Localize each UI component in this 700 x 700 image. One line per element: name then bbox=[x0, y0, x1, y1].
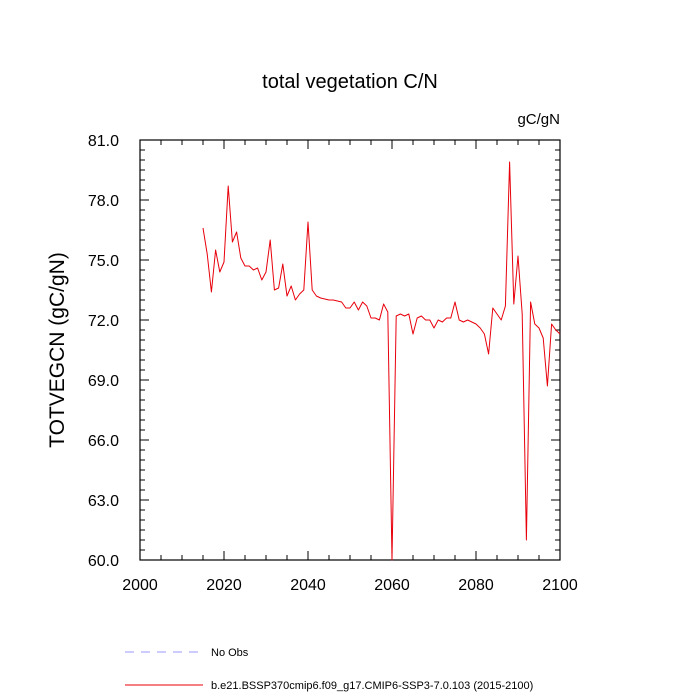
x-tick-label: 2080 bbox=[458, 577, 494, 594]
series-line-0 bbox=[202, 161, 561, 561]
x-tick-label: 2000 bbox=[122, 577, 158, 594]
y-axis-ticks: 60.0 63.0 66.0 69.0 72.0 75.0 78.0 81.0 bbox=[88, 133, 560, 570]
plot-area: 2000 2020 2040 2060 2080 2100 60.0 63.0 66.0 69.… bbox=[88, 133, 578, 594]
y-tick-label: 66.0 bbox=[88, 433, 119, 450]
plot-frame bbox=[139, 139, 561, 561]
y-tick-label: 63.0 bbox=[88, 493, 119, 510]
x-tick-label: 2100 bbox=[542, 577, 578, 594]
legend: No Obs b.e21.BSSP370cmip6.f09_g17.CMIP6-… bbox=[125, 647, 533, 692]
legend-label-no-obs: No Obs bbox=[211, 647, 249, 659]
x-tick-label: 2020 bbox=[206, 577, 242, 594]
y-axis-label: TOTVEGCN (gC/gN) bbox=[46, 252, 69, 448]
x-tick-label: 2040 bbox=[290, 577, 326, 594]
y-tick-label: 75.0 bbox=[88, 253, 119, 270]
y-tick-label: 72.0 bbox=[88, 313, 119, 330]
series-layer bbox=[202, 161, 561, 561]
y-tick-label: 78.0 bbox=[88, 193, 119, 210]
y-tick-label: 60.0 bbox=[88, 553, 119, 570]
y-tick-label: 81.0 bbox=[88, 133, 119, 150]
chart-title: total vegetation C/N bbox=[262, 71, 438, 93]
x-tick-label: 2060 bbox=[374, 577, 410, 594]
units-label: gC/gN bbox=[517, 111, 560, 128]
x-axis-ticks: 2000 2020 2040 2060 2080 2100 bbox=[122, 140, 578, 594]
y-tick-label: 69.0 bbox=[88, 373, 119, 390]
legend-label-model: b.e21.BSSP370cmip6.f09_g17.CMIP6-SSP3-7.… bbox=[211, 680, 533, 692]
